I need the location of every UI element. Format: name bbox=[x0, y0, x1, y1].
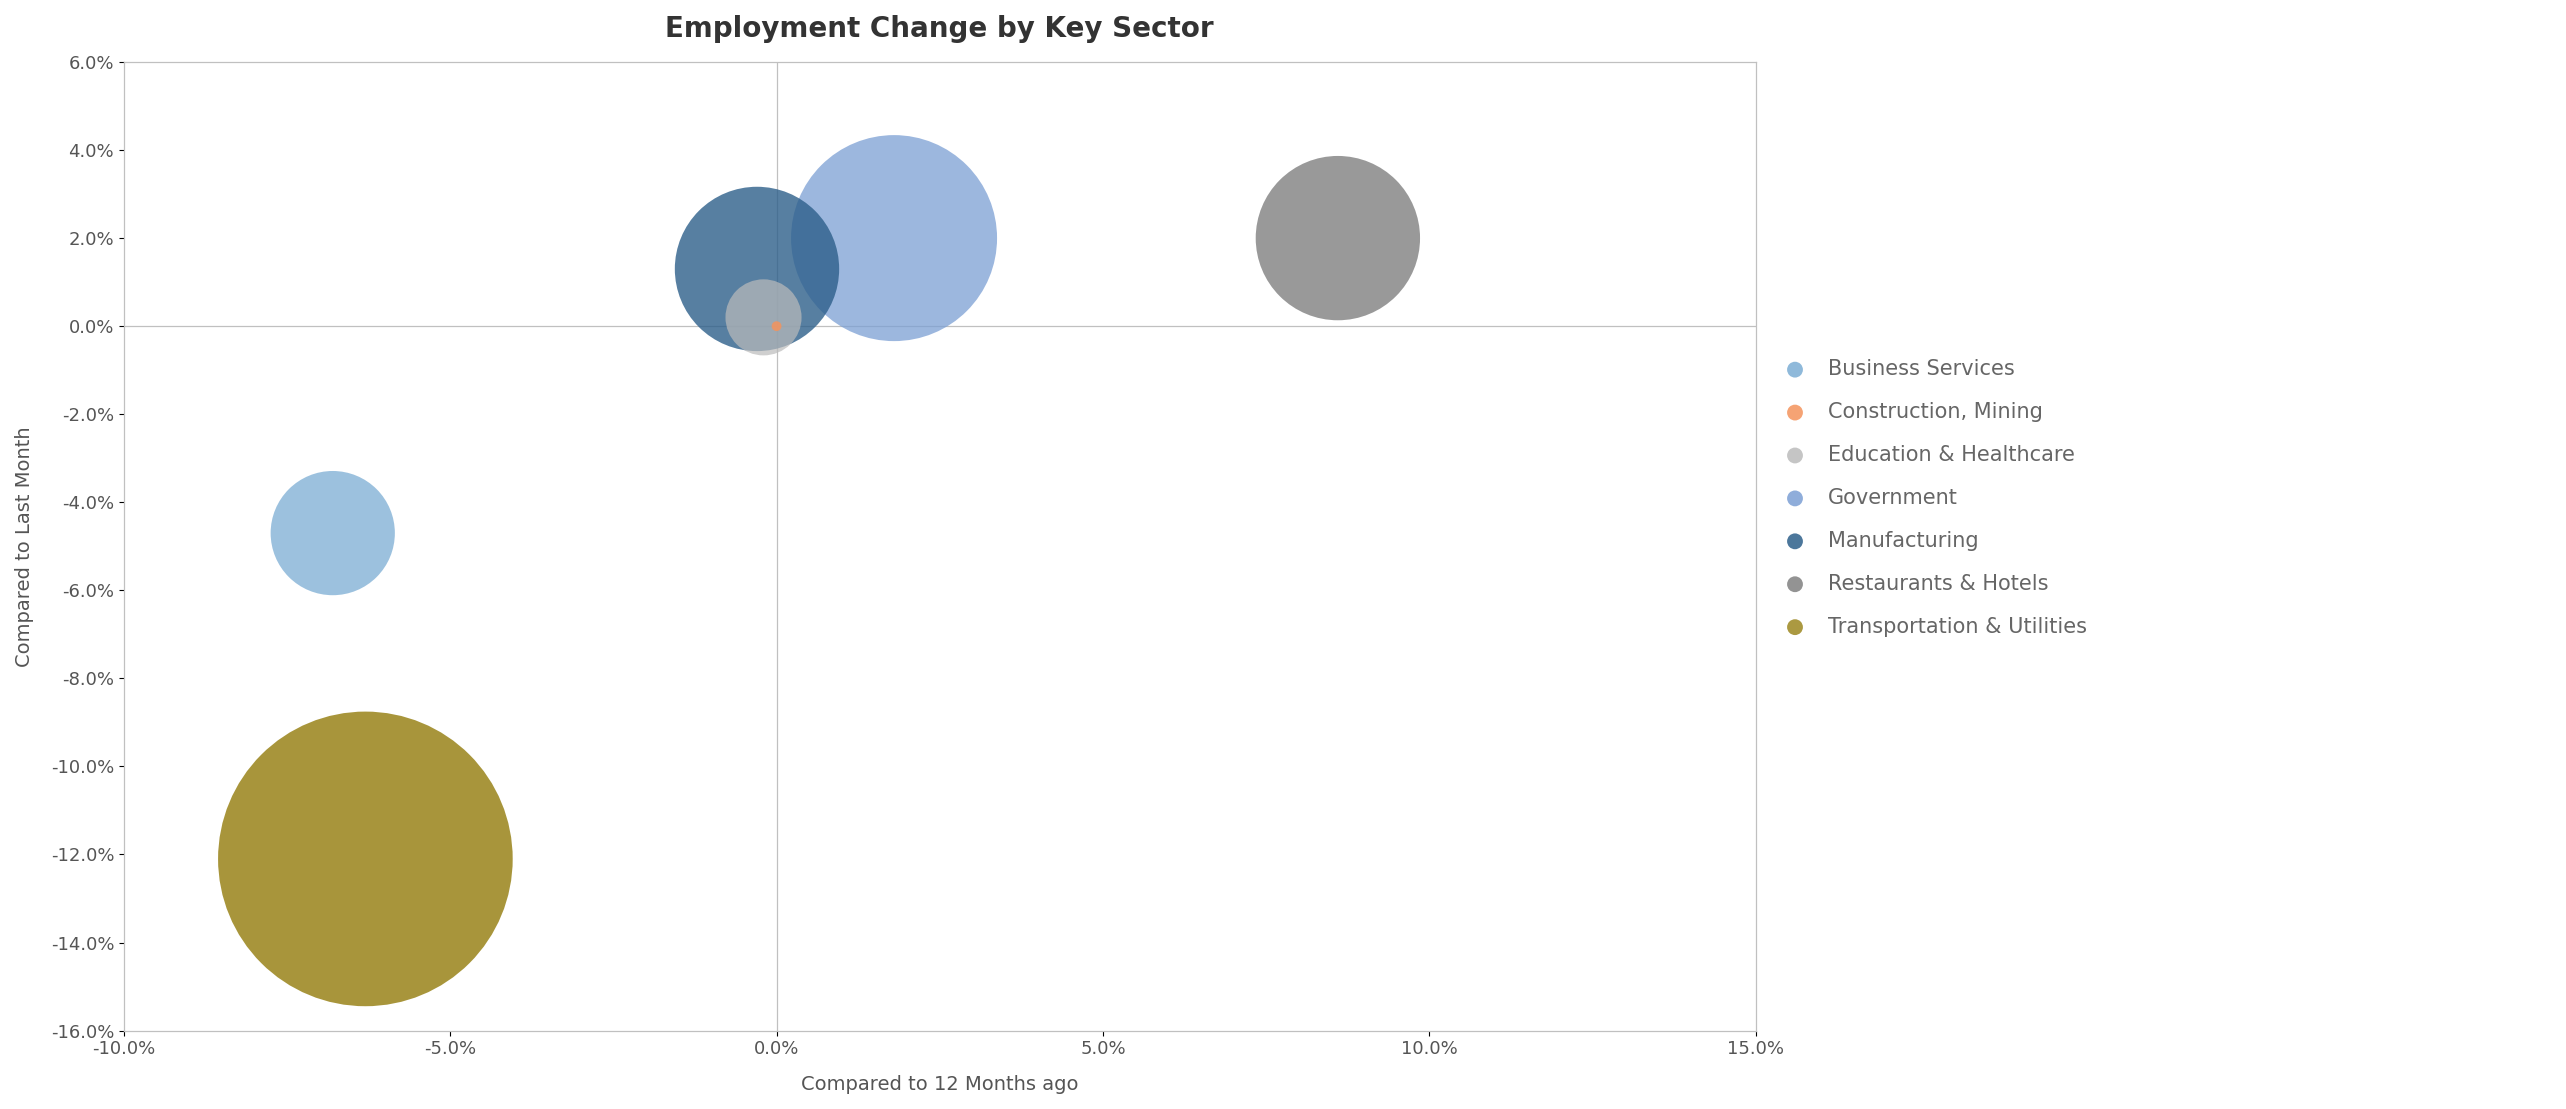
Point bbox=[736, 260, 777, 277]
Point bbox=[1316, 230, 1357, 247]
Y-axis label: Compared to Last Month: Compared to Last Month bbox=[15, 426, 33, 667]
X-axis label: Compared to 12 Months ago: Compared to 12 Months ago bbox=[801, 1075, 1078, 1093]
Legend: Business Services, Construction, Mining, Education & Healthcare, Government, Man: Business Services, Construction, Mining,… bbox=[1773, 359, 2086, 637]
Point bbox=[872, 230, 913, 247]
Point bbox=[344, 849, 385, 867]
Point bbox=[313, 525, 354, 542]
Point bbox=[757, 317, 798, 335]
Title: Employment Change by Key Sector: Employment Change by Key Sector bbox=[665, 16, 1214, 43]
Point bbox=[744, 308, 785, 326]
